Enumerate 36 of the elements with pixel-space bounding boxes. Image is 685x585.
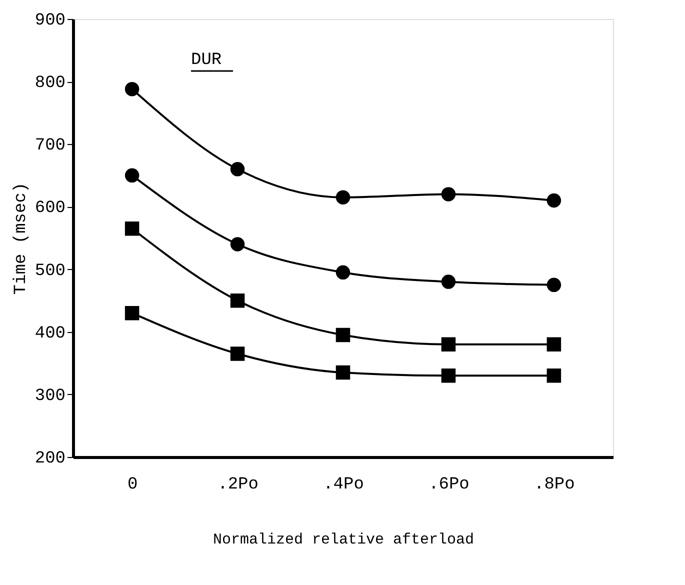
annotation: DUR [191, 51, 222, 70]
point [441, 187, 456, 202]
point [441, 337, 456, 352]
x-tick-label: .2Po [218, 476, 258, 494]
point [230, 162, 245, 176]
point [230, 237, 245, 252]
point [124, 82, 140, 96]
y-tick-label: 500 [34, 262, 66, 281]
y-tick-label: 900 [34, 12, 66, 30]
point [546, 278, 562, 292]
x-tick-label: .4Po [323, 476, 364, 494]
y-tick-label: 800 [34, 74, 66, 94]
point [230, 293, 245, 308]
point [546, 193, 562, 208]
point [546, 368, 562, 383]
point [124, 168, 140, 183]
x-axis-title: Normalized relative afterload [212, 532, 474, 548]
point [441, 274, 456, 289]
point [441, 368, 456, 383]
point [336, 265, 350, 280]
point [124, 221, 140, 236]
point [336, 365, 350, 380]
y-tick-label: 200 [34, 450, 66, 468]
point [124, 306, 140, 320]
point [230, 346, 245, 361]
point [546, 337, 562, 352]
y-tick-label: 300 [34, 386, 66, 406]
x-tick-label: .6Po [428, 476, 470, 494]
y-tick-label: 700 [34, 136, 66, 156]
y-tick-label: 600 [34, 199, 66, 218]
x-tick-label: 0 [127, 476, 138, 494]
y-tick-label: 400 [34, 324, 66, 344]
point [336, 328, 350, 342]
y-axis-title: Time (msec) [12, 182, 31, 295]
x-tick-label: .8Po [534, 476, 575, 494]
point [336, 190, 350, 204]
